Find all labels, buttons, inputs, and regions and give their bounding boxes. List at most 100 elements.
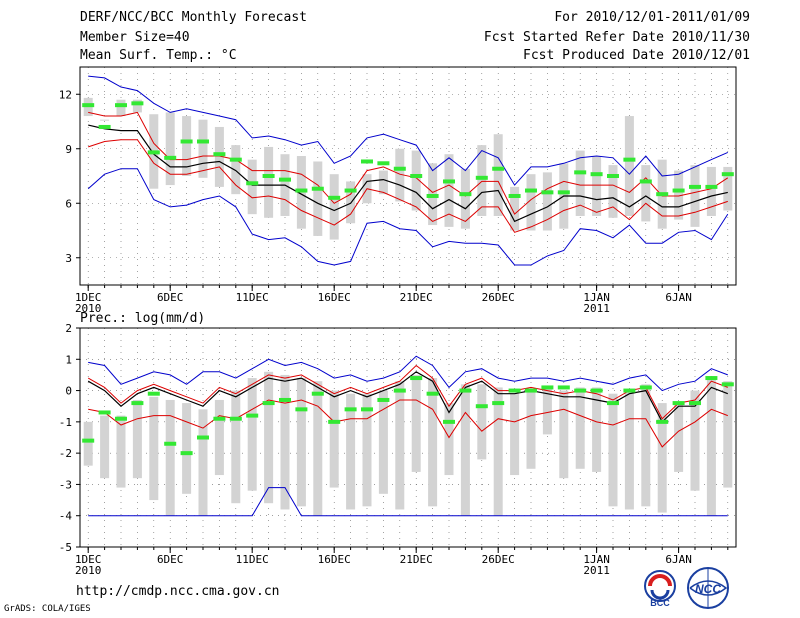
x-tick-label: 6DEC [157, 291, 184, 304]
observation-marker [607, 401, 619, 406]
range-bar [690, 390, 700, 491]
range-bar [83, 421, 93, 466]
range-bar [231, 145, 241, 195]
series-line-mean [87, 371, 729, 423]
observation-marker [197, 435, 209, 440]
range-bar [100, 119, 110, 121]
observation-marker [180, 139, 193, 144]
range-bar [641, 165, 651, 222]
observation-marker [475, 404, 488, 409]
observation-marker [311, 391, 324, 396]
y-tick-label: -1 [59, 416, 72, 429]
observation-marker [639, 179, 652, 184]
plot-frame [79, 327, 737, 548]
range-bar [329, 174, 339, 240]
observation-marker [229, 416, 242, 421]
x-tick-label: 26DEC [482, 553, 515, 566]
observation-marker [295, 407, 308, 412]
range-bar [378, 390, 388, 494]
range-bar [559, 390, 569, 479]
observation-marker [443, 179, 455, 184]
x-tick-label: 11DEC [236, 553, 269, 566]
forecast-period: For 2010/12/01-2011/01/09 [554, 10, 750, 25]
ncc-logo-text: NCC [695, 582, 721, 596]
observation-marker [262, 174, 275, 178]
observation-marker [344, 407, 357, 412]
series-line-mean [88, 124, 728, 223]
x-tick-label: 1JAN [583, 291, 610, 304]
y-tick-label: 0 [65, 385, 72, 398]
range-bar [428, 378, 438, 507]
fcst-produced-date: Fcst Produced Date 2010/12/01 [523, 48, 750, 63]
x-year-label: 2010 [75, 302, 102, 315]
observation-marker [508, 388, 521, 393]
observation-marker [361, 407, 373, 412]
range-bar [608, 393, 618, 507]
range-bar [608, 165, 618, 218]
footer-url[interactable]: http://cmdp.ncc.cma.gov.cn [76, 584, 280, 599]
observation-marker [361, 159, 373, 164]
range-bar [674, 403, 684, 472]
x-tick-label: 1JAN [583, 553, 610, 566]
bcc-logo-text: BCC [650, 598, 670, 608]
range-bar [444, 403, 454, 476]
range-bar [690, 165, 700, 227]
range-bar [526, 390, 536, 469]
observation-marker [492, 166, 505, 171]
observation-marker [164, 441, 177, 446]
y-tick-label: 6 [65, 197, 72, 210]
observation-marker [246, 413, 259, 418]
range-bar [477, 145, 487, 216]
range-bar [247, 159, 257, 215]
observation-marker [82, 103, 95, 108]
range-bar [116, 99, 126, 117]
observation-marker [147, 391, 160, 396]
range-bar [165, 112, 175, 186]
range-bar [411, 374, 421, 472]
observation-marker [623, 157, 636, 162]
range-bar [214, 399, 224, 476]
y-tick-label: 12 [59, 88, 72, 101]
series-line-lower [88, 139, 728, 233]
observation-marker [262, 401, 275, 406]
range-bar [624, 116, 634, 216]
x-tick-label: 6DEC [157, 553, 184, 566]
range-bar [641, 384, 651, 507]
series-line-max [88, 355, 728, 392]
range-bar [296, 378, 306, 507]
series-line-upper [88, 111, 729, 215]
range-bar [526, 174, 536, 231]
series-line-max [88, 75, 729, 186]
observation-marker [213, 416, 226, 421]
x-tick-label: 6JAN [665, 553, 692, 566]
range-bar [264, 371, 274, 504]
range-bar [198, 409, 208, 516]
x-tick-label: 21DEC [400, 553, 433, 566]
range-bar [674, 170, 684, 220]
range-bar [378, 170, 388, 195]
observation-marker [656, 192, 669, 197]
observation-marker [639, 385, 652, 390]
observation-marker [459, 192, 472, 197]
observation-marker [541, 385, 554, 390]
x-tick-label: 1DEC [75, 553, 102, 566]
observation-marker [525, 188, 537, 193]
observation-marker [689, 401, 701, 406]
range-bar [592, 156, 602, 216]
observation-marker [541, 190, 554, 195]
range-bar [132, 99, 142, 113]
observation-marker [705, 376, 718, 381]
observation-marker [525, 388, 537, 393]
range-bar [165, 399, 175, 516]
range-bar [723, 166, 733, 211]
observation-marker [557, 190, 570, 195]
observation-marker [344, 188, 357, 193]
ncc-logo: NCC [687, 567, 729, 609]
member-size: Member Size=40 [80, 30, 190, 45]
observation-marker [213, 152, 226, 157]
x-tick-label: 1DEC [75, 291, 102, 304]
observation-marker [410, 376, 423, 381]
range-bar [346, 393, 356, 510]
range-bar [460, 168, 470, 229]
range-bar [329, 390, 339, 488]
